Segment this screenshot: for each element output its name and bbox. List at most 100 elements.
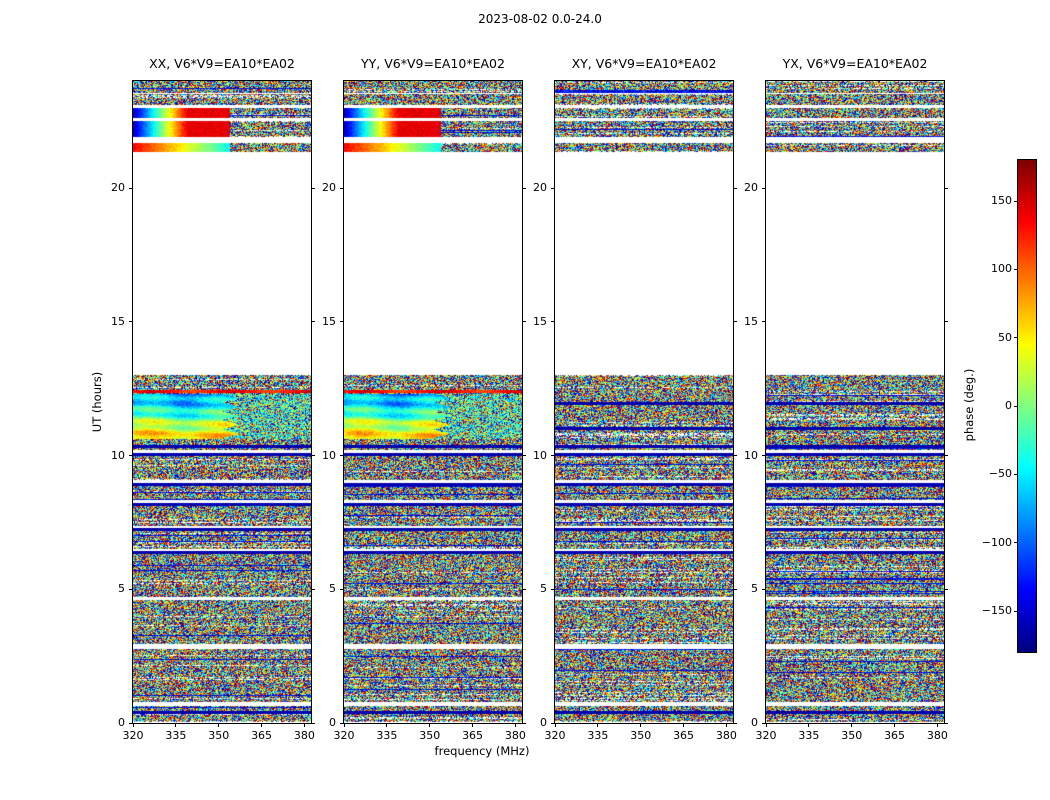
y-tick-right <box>522 455 526 456</box>
y-tick <box>340 588 344 590</box>
x-tick-label: 380 <box>504 729 526 742</box>
x-tick <box>936 723 938 727</box>
x-tick <box>261 723 263 727</box>
y-tick-right <box>733 455 737 456</box>
x-tick-label: 365 <box>673 729 695 742</box>
x-tick-label: 380 <box>715 729 737 742</box>
x-tick <box>303 723 305 727</box>
x-tick-label: 320 <box>544 729 566 742</box>
y-tick-label: 15 <box>322 314 336 328</box>
y-tick <box>129 722 133 724</box>
x-tick-label: 350 <box>208 729 230 742</box>
x-tick <box>683 723 685 727</box>
y-tick <box>340 455 344 456</box>
y-tick-right <box>311 321 315 323</box>
y-tick-right <box>522 588 526 590</box>
y-tick-right <box>311 722 315 724</box>
x-tick <box>851 723 853 727</box>
y-tick-label: 15 <box>533 314 547 328</box>
x-tick-label: 380 <box>926 729 948 742</box>
y-tick-label: 15 <box>111 314 125 328</box>
colorbar-tick <box>1014 268 1018 270</box>
y-tick-label: 0 <box>751 716 758 729</box>
y-tick <box>340 321 344 323</box>
x-tick-label: 320 <box>122 729 144 742</box>
y-tick-right <box>944 455 948 456</box>
x-tick-label: 320 <box>755 729 777 742</box>
x-tick <box>386 723 388 727</box>
x-tick <box>765 723 767 727</box>
y-axis-label: UT (hours) <box>90 371 104 433</box>
colorbar <box>1017 159 1037 653</box>
y-tick-label: 5 <box>540 582 547 596</box>
figure-title: 2023-08-02 0.0-24.0 <box>478 12 602 26</box>
y-tick <box>551 722 555 724</box>
colorbar-tick <box>1014 473 1018 475</box>
heatmap-canvas-yx <box>766 81 944 723</box>
y-tick <box>129 588 133 590</box>
y-tick-label: 0 <box>118 716 125 729</box>
x-tick-label: 350 <box>630 729 652 742</box>
x-tick-label: 350 <box>841 729 863 742</box>
x-tick <box>218 723 220 727</box>
y-tick-label: 10 <box>744 448 758 462</box>
colorbar-tick <box>1014 610 1018 612</box>
colorbar-tick <box>1014 337 1018 339</box>
colorbar-tick-label: 100 <box>991 262 1012 276</box>
panel-title-xy: XY, V6*V9=EA10*EA02 <box>571 56 717 71</box>
y-tick <box>129 321 133 323</box>
y-tick <box>551 588 555 590</box>
y-tick-label: 10 <box>322 448 336 462</box>
colorbar-tick <box>1014 542 1018 544</box>
x-tick <box>640 723 642 727</box>
x-tick-label: 335 <box>587 729 609 742</box>
y-tick <box>551 187 555 189</box>
y-tick-label: 5 <box>118 582 125 596</box>
x-tick <box>808 723 810 727</box>
y-tick-right <box>944 588 948 590</box>
y-tick-right <box>522 187 526 189</box>
y-tick-label: 20 <box>744 181 758 194</box>
y-tick <box>129 187 133 189</box>
x-tick <box>597 723 599 727</box>
colorbar-tick-label: 50 <box>998 330 1012 344</box>
x-tick-label: 380 <box>293 729 315 742</box>
x-tick <box>132 723 134 727</box>
x-tick <box>554 723 556 727</box>
y-tick-right <box>944 321 948 323</box>
y-tick <box>762 455 766 456</box>
x-tick-label: 320 <box>333 729 355 742</box>
x-axis-label: frequency (MHz) <box>434 744 530 758</box>
x-tick-label: 335 <box>165 729 187 742</box>
y-tick-label: 5 <box>751 582 758 596</box>
y-tick-label: 0 <box>540 716 547 729</box>
y-tick-right <box>733 588 737 590</box>
heatmap-panel-yx <box>765 80 945 724</box>
panel-title-yx: YX, V6*V9=EA10*EA02 <box>782 56 928 71</box>
y-tick <box>551 321 555 323</box>
x-tick <box>343 723 345 727</box>
panel-title-xx: XX, V6*V9=EA10*EA02 <box>149 56 295 71</box>
y-tick-label: 15 <box>744 314 758 328</box>
x-tick <box>894 723 896 727</box>
colorbar-tick-label: −100 <box>981 535 1012 549</box>
panel-title-yy: YY, V6*V9=EA10*EA02 <box>361 56 505 71</box>
y-tick <box>762 722 766 724</box>
y-tick <box>129 455 133 456</box>
y-tick-label: 20 <box>322 181 336 194</box>
y-tick-right <box>733 187 737 189</box>
y-tick-right <box>733 321 737 323</box>
y-tick-right <box>522 321 526 323</box>
y-tick-label: 10 <box>111 448 125 462</box>
y-tick-right <box>311 187 315 189</box>
x-tick <box>725 723 727 727</box>
y-tick-right <box>311 588 315 590</box>
colorbar-tick-label: −150 <box>981 604 1012 617</box>
y-tick-right <box>311 455 315 456</box>
y-tick <box>551 455 555 456</box>
heatmap-panel-yy <box>343 80 523 724</box>
x-tick-label: 365 <box>251 729 273 742</box>
y-tick-right <box>944 722 948 724</box>
x-tick <box>429 723 431 727</box>
x-tick-label: 365 <box>884 729 906 742</box>
